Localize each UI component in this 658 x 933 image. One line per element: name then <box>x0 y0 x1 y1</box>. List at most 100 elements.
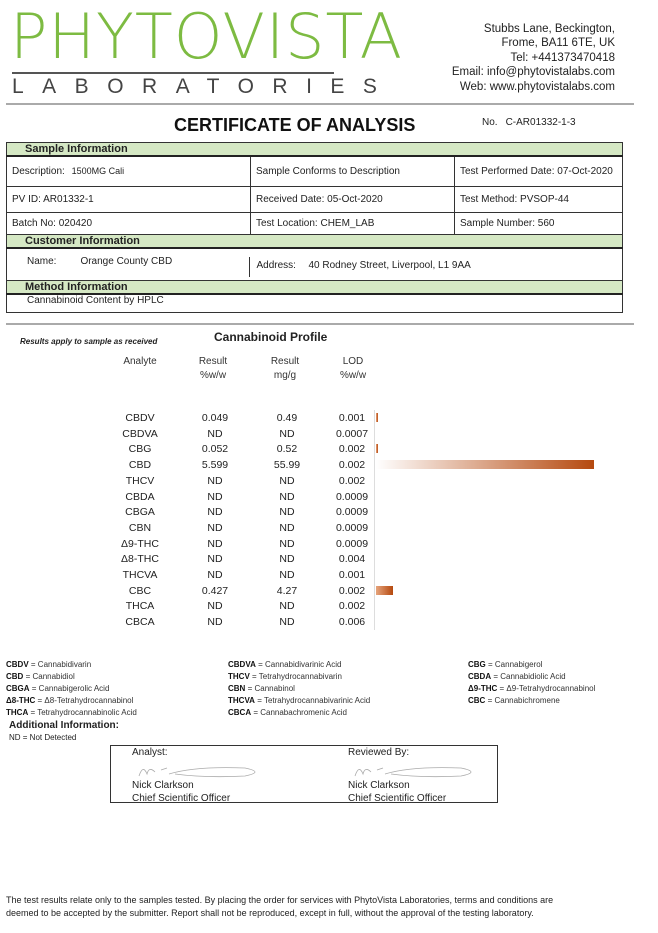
profile-pct: ND <box>207 427 223 440</box>
profile-lod: 0.0009 <box>335 537 369 550</box>
analyst-name: Nick Clarkson <box>132 780 194 791</box>
profile-lod: 0.006 <box>338 616 366 629</box>
abbreviation-meaning: = Cannabichromene <box>485 696 560 705</box>
reviewer-name: Nick Clarkson <box>348 780 410 791</box>
abbreviation-item: CBG = Cannabigerol <box>468 659 595 671</box>
column-header-line: Result <box>270 356 300 367</box>
abbreviation-item: CBDA = Cannabidiolic Acid <box>468 671 595 683</box>
customer-address-label: Address: <box>256 259 296 271</box>
abbreviation-meaning: = Cannabidivarin <box>28 660 92 669</box>
abbreviation-meaning: = Cannabidivarinic Acid <box>255 660 342 669</box>
abbreviation-code: CBDVA <box>228 660 256 669</box>
profile-analyte: CBG <box>128 443 152 456</box>
profile-analyte: CBGA <box>125 506 155 519</box>
abbreviation-code: Δ9-THC <box>468 684 498 693</box>
abbreviation-column: CBDV = Cannabidivarin CBD = Cannabidiol CB… <box>6 659 137 719</box>
abbreviation-item: CBN = Cannabinol <box>228 683 370 695</box>
profile-analyte: CBD <box>128 459 152 472</box>
analyst-signature <box>138 767 256 778</box>
column-header: Result %w/w <box>178 355 248 383</box>
abbreviation-meaning: = Tetrahydrocannabinolic Acid <box>28 708 137 717</box>
column-header-line: LOD <box>342 356 364 367</box>
profile-pct: 5.599 <box>201 459 229 472</box>
reviewer-signature <box>354 767 472 778</box>
abbreviation-item: THCA = Tetrahydrocannabinolic Acid <box>6 707 137 719</box>
abbreviation-item: Δ9-THC = Δ9-Tetrahydrocannabinol <box>468 683 595 695</box>
profile-pct: ND <box>207 569 223 581</box>
address-line: Tel: +441373470418 <box>510 51 615 64</box>
abbreviation-code: Δ8-THC <box>6 696 36 705</box>
abbreviation-item: CBDVA = Cannabidivarinic Acid <box>228 659 370 671</box>
abbreviation-column: CBDVA = Cannabidivarinic Acid THCV = Tetr… <box>228 659 370 719</box>
section-sample-information: Sample Information <box>6 142 623 157</box>
profile-analyte: CBC <box>128 584 152 597</box>
profile-lod: 0.002 <box>338 600 366 613</box>
profile-mg: ND <box>279 521 295 534</box>
profile-analyte: CBCA <box>125 616 155 629</box>
profile-pct: ND <box>207 616 223 629</box>
abbreviation-item: THCV = Tetrahydrocannabivarin <box>228 671 370 683</box>
profile-mg: 0.49 <box>276 412 298 424</box>
logo: PHYTOVISTA <box>10 0 403 73</box>
reviewer-label: Reviewed By: <box>348 747 410 758</box>
abbreviation-column: CBG = Cannabigerol CBDA = Cannabidiolic A… <box>468 659 595 707</box>
customer-name: Orange County CBD <box>80 255 173 267</box>
logo-divider <box>12 72 334 74</box>
test-location-cell: Test Location: CHEM_LAB <box>250 211 455 235</box>
bar-CBC <box>376 585 393 595</box>
abbreviation-item: CBDV = Cannabidivarin <box>6 659 137 671</box>
profile-pct: ND <box>207 506 223 519</box>
lab-address: Stubbs Lane, Beckington, Frome, BA11 6TE… <box>452 22 615 94</box>
method-value: Cannabinoid Content by HPLC <box>6 293 623 313</box>
abbreviation-code: CBGA <box>6 684 30 693</box>
profile-lod: 0.002 <box>338 474 366 487</box>
profile-lod: 0.0009 <box>335 521 369 534</box>
profile-mg: ND <box>279 616 295 629</box>
nd-note: ND = Not Detected <box>9 733 77 742</box>
abbreviation-code: THCV <box>228 672 250 681</box>
profile-analyte: CBN <box>128 521 152 534</box>
profile-lod: 0.001 <box>338 412 366 424</box>
description-label: Description: <box>12 165 65 177</box>
sample-info-table: Sample Information Description: 1500MG C… <box>6 142 623 313</box>
document-title: CERTIFICATE OF ANALYSIS <box>174 115 416 135</box>
address-line: Email: info@phytovistalabs.com <box>451 66 615 79</box>
abbreviation-meaning: = Cannabidiolic Acid <box>491 672 566 681</box>
profile-pct: ND <box>207 537 223 550</box>
abbreviation-meaning: = Cannabachromenic Acid <box>251 708 347 717</box>
certificate-number: No. C-AR01332-1-3 <box>482 117 576 128</box>
description-value: 1500MG Cali <box>71 165 125 176</box>
profile-analyte: Δ8-THC <box>121 553 159 566</box>
profile-lod: 0.001 <box>338 569 366 581</box>
profile-pct: ND <box>207 553 223 566</box>
divider <box>6 103 634 105</box>
profile-lod: 0.002 <box>338 584 366 597</box>
profile-analyte: CBDA <box>125 490 155 503</box>
abbreviation-item: Δ8-THC = Δ8-Tetrahydrocannabinol <box>6 695 137 707</box>
profile-mg: ND <box>279 490 295 503</box>
divider <box>6 323 634 325</box>
abbreviation-item: CBC = Cannabichromene <box>468 695 595 707</box>
bar-CBG <box>376 444 379 454</box>
customer-name-label: Name: <box>27 255 57 267</box>
profile-lod: 0.002 <box>338 459 366 472</box>
abbreviation-meaning: = Δ8-Tetrahydrocannabinol <box>35 696 134 705</box>
abbreviation-meaning: = Cannabinol <box>245 684 295 693</box>
sample-number-cell: Sample Number: 560 <box>454 211 623 235</box>
column-header-line: %w/w <box>339 370 367 381</box>
abbreviation-code: CBDA <box>468 672 492 681</box>
test-performed-cell: Test Performed Date: 07-Oct-2020 <box>454 155 623 187</box>
abbreviation-code: CBCA <box>228 708 252 717</box>
profile-analyte: CBDV <box>125 412 155 424</box>
address-line: Web: www.phytovistalabs.com <box>459 80 615 93</box>
cert-no-value: C-AR01332-1-3 <box>505 117 576 128</box>
received-date-cell: Received Date: 05-Oct-2020 <box>250 185 455 213</box>
profile-pct: ND <box>207 600 223 613</box>
abbreviation-meaning: = Cannabigerolic Acid <box>29 684 110 693</box>
profile-mg: 0.52 <box>276 443 298 456</box>
address-line: Frome, BA11 6TE, UK <box>501 37 615 50</box>
bar-CBD <box>376 460 594 470</box>
abbreviation-item: CBGA = Cannabigerolic Acid <box>6 683 137 695</box>
customer-divider <box>248 256 250 277</box>
results-note: Results apply to sample as received <box>20 337 158 346</box>
